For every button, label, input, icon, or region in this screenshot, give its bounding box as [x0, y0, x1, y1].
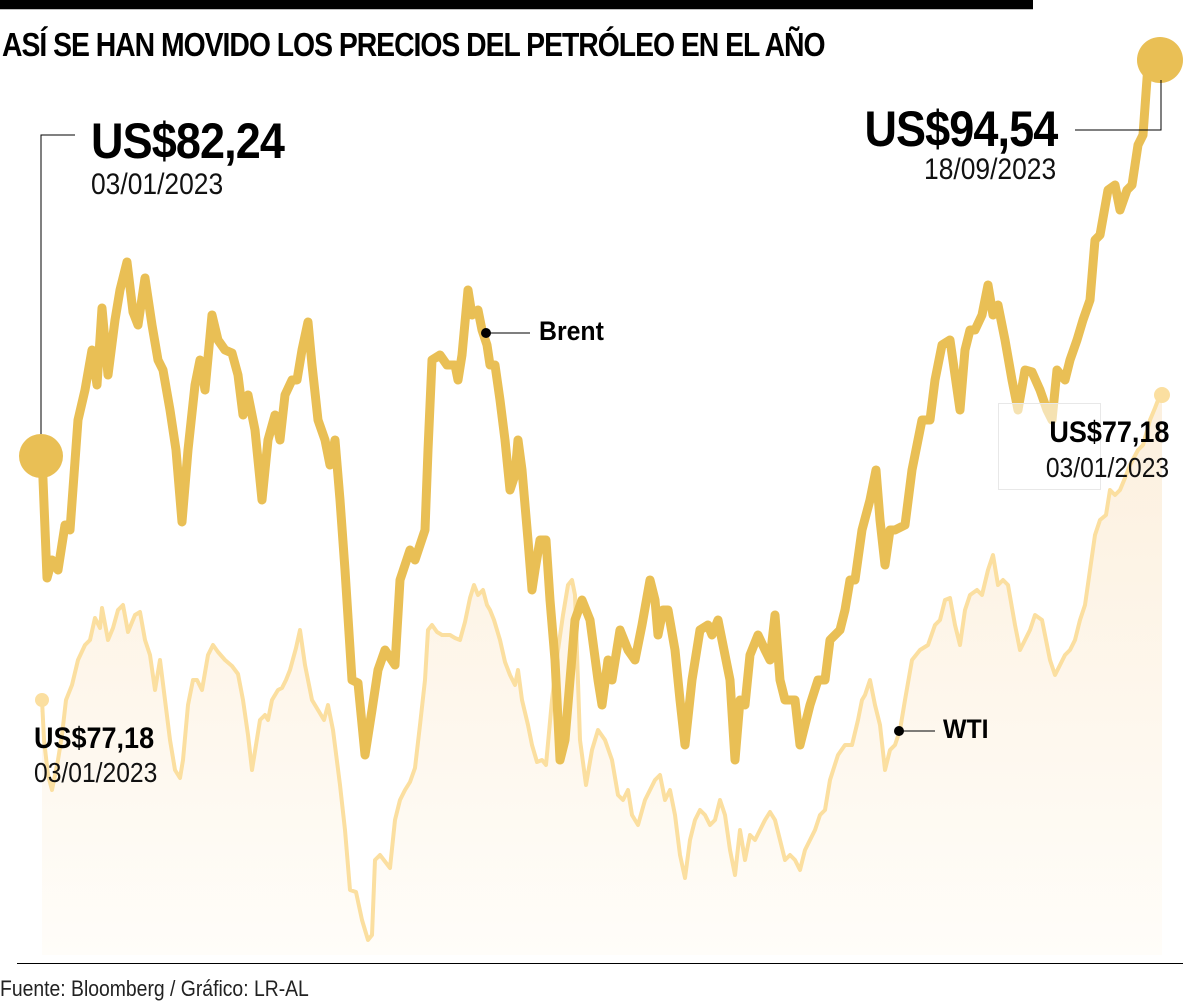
wti-end-value: US$77,18 [1048, 416, 1169, 449]
top-rule-shadow [0, 9, 1033, 10]
wti-start-date: 03/01/2023 [34, 757, 158, 788]
top-rule [0, 0, 1033, 9]
wti-end-dot [1154, 387, 1170, 403]
brent-label: Brent [539, 316, 604, 346]
wti-area [42, 395, 1162, 955]
wti-label: WTI [943, 714, 989, 744]
brent-end-value: US$94,54 [864, 101, 1058, 157]
brent-start-dot [19, 434, 63, 478]
wti-end-date: 03/01/2023 [1045, 452, 1169, 483]
brent-start-value: US$82,24 [91, 113, 285, 169]
wti-start-value: US$77,18 [34, 722, 155, 755]
brent-line [37, 57, 1165, 765]
brent-start-date: 03/01/2023 [91, 168, 224, 201]
wti-start-dot [35, 693, 49, 707]
wti-label-dot [894, 726, 904, 736]
brent-start-leader [40, 134, 75, 434]
chart-title: ASÍ SE HAN MOVIDO LOS PRECIOS DEL PETRÓL… [2, 26, 826, 63]
wti-end-annotation-box [998, 403, 1101, 490]
brent-end-date: 18/09/2023 [923, 153, 1056, 186]
wti-line [40, 393, 1162, 942]
brent-end-dot [1137, 37, 1183, 83]
footer-rule [17, 963, 1183, 964]
brent-end-leader [1075, 80, 1162, 131]
source-credit: Fuente: Bloomberg / Gráfico: LR-AL [0, 976, 309, 1001]
brent-label-dot [481, 328, 491, 338]
